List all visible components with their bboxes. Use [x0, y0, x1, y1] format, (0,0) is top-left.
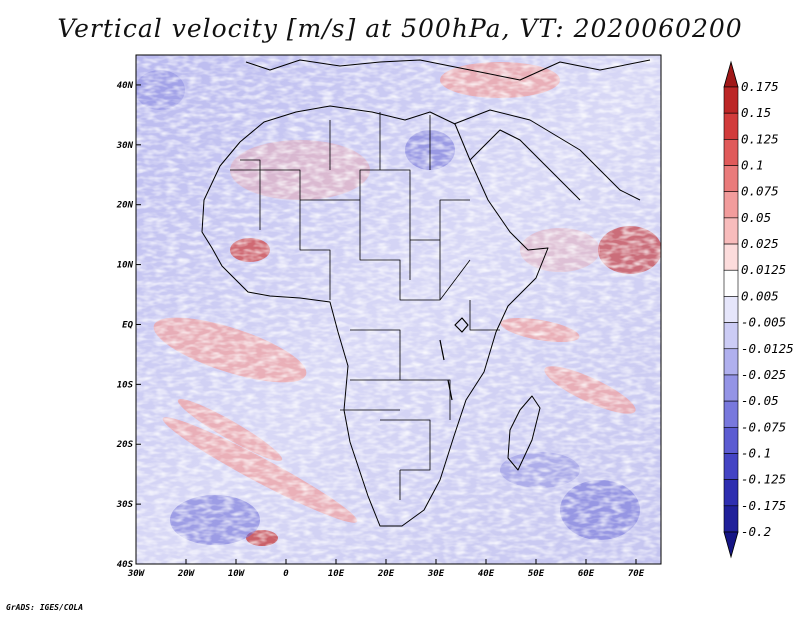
plot-frame: [135, 54, 662, 565]
colorbar-swatch: [723, 479, 739, 507]
colorbar-swatch: [723, 165, 739, 193]
lat-tick-label: EQ: [122, 320, 133, 330]
colorbar-label: 0.175: [741, 79, 779, 94]
colorbar-label: 0.025: [741, 236, 779, 251]
lat-tick-label: 30N: [116, 141, 134, 151]
colorbar-label: 0.005: [741, 288, 779, 303]
colorbar-label: -0.125: [741, 472, 786, 487]
colorbar-label: -0.05: [741, 393, 779, 408]
lat-tick-label: 40S: [117, 560, 134, 570]
colorbar-swatch: [723, 86, 739, 114]
colorbar-swatch: [723, 426, 739, 454]
colorbar-label: 0.1: [741, 158, 764, 173]
colorbar-max-arrow: [723, 60, 739, 88]
africa-coastline: [201, 105, 549, 527]
colorbar-swatch: [723, 243, 739, 271]
colorbar-swatch: [723, 296, 739, 323]
colorbar-swatch: [723, 400, 739, 428]
colorbar-swatch: [723, 191, 739, 219]
lon-tick-label: 20W: [177, 569, 196, 579]
colorbar-label: -0.075: [741, 419, 786, 434]
lat-tick-label: 10S: [117, 380, 134, 390]
colorbar-label: -0.175: [741, 498, 786, 513]
lat-tick-label: 20N: [116, 201, 134, 211]
colorbar-label: 0.125: [741, 131, 779, 146]
colorbar-label: 0.15: [741, 105, 771, 120]
lon-tick-label: 10E: [328, 569, 345, 579]
colorbar-swatch: [723, 322, 739, 350]
lon-tick-label: 10W: [228, 569, 246, 579]
lon-tick-label: 50E: [528, 569, 545, 579]
lat-tick-label: 40N: [117, 81, 134, 91]
colorbar-min-arrow: [723, 531, 739, 559]
grads-credit: GrADS: IGES/COLA: [6, 603, 84, 612]
colorbar-label: 0.075: [741, 184, 779, 199]
colorbar-label: 0.05: [741, 210, 771, 225]
lon-tick-label: 20E: [377, 569, 395, 579]
longitude-tick-labels: 30W 20W 10W 0 10E 20E 30E 40E 50E 60E 70E: [127, 559, 645, 579]
map-title: Vertical velocity [m/s] at 500hPa, VT: 2…: [57, 14, 743, 43]
lon-tick-label: 40E: [478, 569, 495, 579]
lat-tick-label: 20S: [116, 440, 134, 450]
colorbar-label: -0.0125: [741, 341, 794, 356]
colorbar-label: -0.1: [741, 445, 771, 460]
lat-tick-label: 30S: [116, 500, 134, 510]
colorbar-swatch: [723, 348, 739, 376]
colorbar-label: -0.2: [741, 524, 771, 539]
lon-tick-label: 30W: [127, 569, 146, 579]
country-borders: [230, 112, 500, 500]
colorbar-swatch: [723, 217, 739, 245]
lon-tick-label: 30E: [427, 569, 445, 579]
lon-tick-label: 70E: [628, 569, 645, 579]
colorbar-label: -0.025: [741, 367, 786, 382]
coastlines-borders: [201, 59, 651, 527]
colorbar-label: 0.0125: [741, 262, 786, 277]
colorbar-swatch: [723, 139, 739, 166]
lon-tick-label: 0: [283, 569, 289, 579]
madagascar-coastline: [507, 395, 541, 471]
colorbar-swatch: [723, 269, 739, 297]
colorbar: 0.175 0.15 0.125 0.1 0.075 0.05 0.025 0.0125 0.0…: [723, 60, 794, 559]
europe-asia-coast: [245, 59, 651, 201]
velocity-field: [136, 55, 661, 564]
colorbar-swatch: [723, 112, 739, 140]
colorbar-swatch: [723, 374, 739, 402]
colorbar-swatch: [723, 505, 739, 533]
colorbar-swatch: [723, 453, 739, 480]
lon-tick-label: 60E: [578, 569, 595, 579]
lakes: [439, 317, 469, 401]
lat-tick-label: 10N: [117, 261, 134, 271]
colorbar-label: -0.005: [741, 315, 786, 330]
latitude-tick-labels: 40N 30N 20N 10N EQ 10S 20S 30S 40S: [116, 81, 141, 570]
